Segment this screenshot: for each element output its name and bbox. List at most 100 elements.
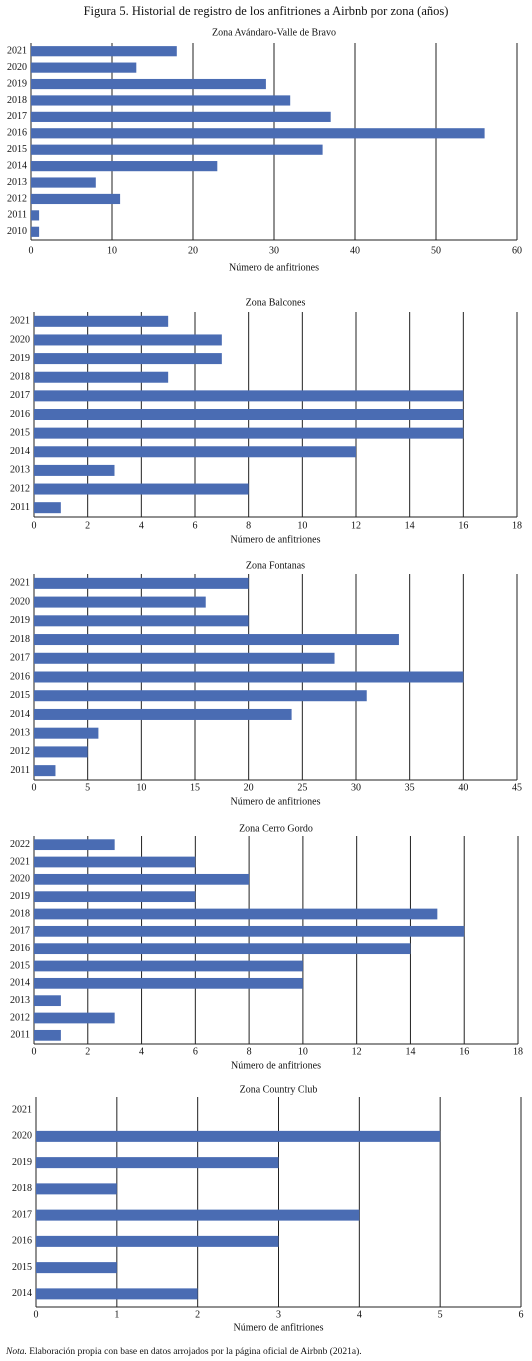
bar <box>31 177 96 188</box>
y-tick-label: 2011 <box>10 502 30 513</box>
note: Nota. Elaboración propia con base en dat… <box>5 1346 362 1357</box>
figure-title: Figura 5. Historial de registro de los a… <box>84 4 449 18</box>
y-tick-label: 2016 <box>10 943 30 954</box>
x-tick-label: 5 <box>85 782 90 793</box>
x-tick-label: 12 <box>351 520 361 531</box>
bar <box>34 371 169 383</box>
bar <box>34 746 88 758</box>
bar <box>31 144 323 155</box>
y-tick-label: 2013 <box>10 727 30 738</box>
y-tick-label: 2010 <box>7 226 27 237</box>
bar <box>34 483 249 495</box>
y-tick-label: 2019 <box>12 1157 32 1168</box>
panel-title: Zona Country Club <box>240 1084 318 1095</box>
x-tick-label: 40 <box>458 782 468 793</box>
y-tick-label: 2021 <box>10 316 30 327</box>
bar <box>31 46 177 57</box>
x-tick-label: 10 <box>297 520 307 531</box>
y-tick-label: 2018 <box>10 634 30 645</box>
bar <box>34 908 438 920</box>
x-tick-label: 18 <box>513 1046 523 1057</box>
bar <box>34 727 99 739</box>
y-tick-label: 2014 <box>10 446 30 457</box>
y-tick-label: 2016 <box>10 409 30 420</box>
bar <box>31 210 40 221</box>
x-tick-label: 2 <box>85 520 90 531</box>
bar <box>34 596 206 608</box>
x-tick-label: 6 <box>519 1309 524 1320</box>
bar <box>36 1235 279 1247</box>
y-tick-label: 2014 <box>10 709 30 720</box>
panel-title: Zona Cerro Gordo <box>239 823 313 834</box>
x-tick-label: 6 <box>193 1046 198 1057</box>
y-tick-label: 2015 <box>10 427 30 438</box>
y-tick-label: 2013 <box>10 465 30 476</box>
x-tick-label: 14 <box>405 1046 415 1057</box>
bar <box>36 1288 198 1300</box>
x-tick-label: 18 <box>512 520 522 531</box>
x-tick-label: 14 <box>405 520 415 531</box>
x-tick-label: 4 <box>139 1046 144 1057</box>
y-tick-label: 2011 <box>10 765 30 776</box>
bar <box>34 634 399 646</box>
bar <box>34 671 464 683</box>
x-tick-label: 2 <box>195 1309 200 1320</box>
bar <box>34 891 196 903</box>
x-axis-label: Número de anfitriones <box>229 262 319 273</box>
x-axis-label: Número de anfitriones <box>234 1322 324 1333</box>
bar <box>34 615 249 627</box>
panel-title: Zona Avándaro-Valle de Bravo <box>212 27 336 38</box>
y-tick-label: 2015 <box>12 1262 32 1273</box>
y-tick-label: 2017 <box>10 926 30 937</box>
x-tick-label: 45 <box>512 782 522 793</box>
y-tick-label: 2019 <box>10 891 30 902</box>
x-tick-label: 4 <box>139 520 144 531</box>
x-tick-label: 6 <box>193 520 198 531</box>
x-tick-label: 8 <box>247 1046 252 1057</box>
y-tick-label: 2016 <box>12 1236 32 1247</box>
x-tick-label: 8 <box>246 520 251 531</box>
y-tick-label: 2017 <box>12 1209 32 1220</box>
x-tick-label: 30 <box>269 245 279 256</box>
bar <box>34 409 464 420</box>
x-tick-label: 30 <box>351 782 361 793</box>
bar <box>34 765 56 777</box>
bar <box>36 1262 117 1274</box>
y-tick-label: 2020 <box>12 1131 32 1142</box>
y-tick-label: 2021 <box>10 856 30 867</box>
y-tick-label: 2022 <box>10 839 30 850</box>
x-tick-label: 2 <box>85 1046 90 1057</box>
x-axis-label: Número de anfitriones <box>231 796 321 807</box>
x-tick-label: 0 <box>34 1309 39 1320</box>
panel-title: Zona Fontanas <box>246 560 305 571</box>
y-tick-label: 2021 <box>10 578 30 589</box>
bar <box>34 977 303 989</box>
bar <box>34 353 222 365</box>
note-label: Nota. <box>5 1347 27 1357</box>
bar <box>34 943 411 955</box>
x-tick-label: 16 <box>459 1046 469 1057</box>
y-tick-label: 2011 <box>7 210 27 221</box>
y-tick-label: 2015 <box>10 690 30 701</box>
y-tick-label: 2012 <box>10 483 30 494</box>
x-tick-label: 20 <box>188 245 198 256</box>
x-tick-label: 10 <box>107 245 117 256</box>
y-tick-label: 2019 <box>7 78 27 89</box>
bar <box>34 390 464 402</box>
y-tick-label: 2020 <box>7 62 27 73</box>
y-tick-label: 2020 <box>10 334 30 345</box>
bar <box>36 1209 360 1221</box>
y-tick-label: 2017 <box>10 390 30 401</box>
bar <box>34 708 292 720</box>
x-tick-label: 0 <box>32 782 37 793</box>
x-tick-label: 16 <box>458 520 468 531</box>
y-tick-label: 2014 <box>10 978 30 989</box>
y-tick-label: 2016 <box>10 671 30 682</box>
bar <box>31 128 485 139</box>
y-tick-label: 2018 <box>10 908 30 919</box>
y-tick-label: 2020 <box>10 874 30 885</box>
bar <box>34 315 169 327</box>
bar <box>36 1183 117 1195</box>
y-tick-label: 2021 <box>12 1104 32 1115</box>
